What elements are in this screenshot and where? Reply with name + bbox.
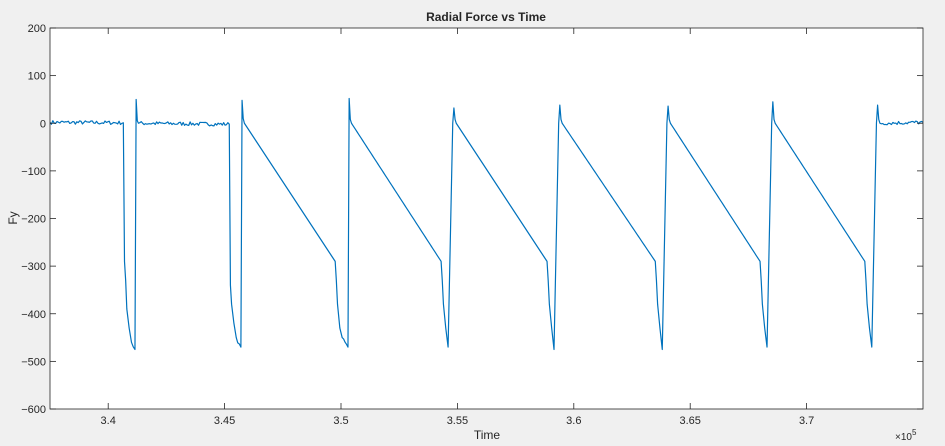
x-exponent-power: 5 (912, 428, 917, 437)
y-tick-label: −600 (21, 404, 46, 416)
x-tick-label: 3.55 (447, 415, 468, 427)
x-tick-label: 3.7 (799, 415, 814, 427)
y-tick-label: −400 (21, 309, 46, 321)
y-tick-label: 200 (28, 23, 46, 35)
y-axis-title: Fy (6, 211, 20, 224)
x-exponent-base: ×10 (895, 432, 912, 443)
plot-area (50, 28, 923, 409)
series-line (50, 97, 923, 351)
x-axis: 3.4 3.45 3.5 3.55 3.6 3.65 3.7 (101, 28, 814, 427)
y-tick-label: −200 (21, 214, 46, 226)
x-exponent-label: ×105 (895, 428, 917, 443)
y-tick-label: 100 (28, 71, 46, 83)
x-tick-label: 3.4 (101, 415, 116, 427)
y-tick-label: −100 (21, 166, 46, 178)
x-tick-label: 3.6 (566, 415, 581, 427)
x-tick-label: 3.65 (679, 415, 700, 427)
y-tick-label: 0 (40, 118, 46, 130)
y-tick-label: −500 (21, 356, 46, 368)
chart-title: Radial Force vs Time (426, 10, 546, 24)
x-tick-label: 3.5 (333, 415, 348, 427)
y-tick-label: −300 (21, 261, 46, 273)
x-tick-label: 3.45 (214, 415, 235, 427)
x-axis-title: Time (474, 428, 501, 442)
y-axis: 200 100 0 −100 −200 −300 −400 −500 −600 (21, 23, 923, 416)
series-layer (50, 97, 923, 351)
